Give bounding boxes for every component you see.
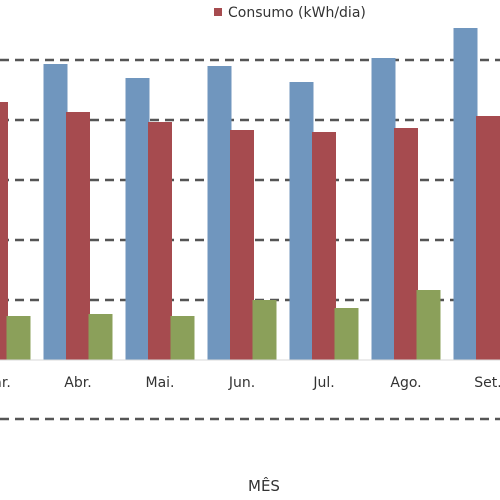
x-tick-label: Jun. [228, 375, 255, 391]
x-tick-label: Set. [474, 375, 500, 391]
legend-label-consumo: Consumo (kWh/dia) [228, 5, 366, 21]
bar-series2-set [476, 116, 500, 360]
x-axis-title: MÊS [248, 476, 280, 495]
bar-series3-jun [252, 300, 277, 360]
bar-series2-jul [312, 132, 336, 360]
bar-series1-mai [125, 78, 150, 360]
bar-series2-jun [230, 130, 254, 360]
x-tick-label: Mai. [146, 375, 175, 391]
x-tick-labels: Mar. Abr. Mai. Jun. Jul. Ago. Set. [0, 375, 500, 391]
x-tick-label: Abr. [64, 375, 91, 391]
bar-series3-ago [416, 290, 441, 360]
bar-series2-abr [66, 112, 90, 360]
bar-series1-jun [207, 66, 232, 360]
bar-series1-set [453, 28, 478, 360]
bar-series3-jul [334, 308, 359, 360]
bar-series3-abr [88, 314, 113, 360]
x-tick-label: Jul. [312, 375, 334, 391]
bar-series1-abr [43, 64, 68, 360]
bar-series1-ago [371, 58, 396, 360]
bar-series1-jul [289, 82, 314, 360]
bar-series3-mai [170, 316, 195, 360]
x-tick-label: Mar. [0, 375, 11, 391]
legend: Consumo (kWh/dia) [214, 5, 366, 21]
x-tick-label: Ago. [390, 375, 421, 391]
legend-swatch-consumo [214, 8, 222, 16]
bar-series2-mar [0, 102, 8, 360]
bar-series3-mar [6, 316, 31, 360]
bar-series2-ago [394, 128, 418, 360]
bars [0, 28, 500, 360]
bar-series2-mai [148, 122, 172, 360]
